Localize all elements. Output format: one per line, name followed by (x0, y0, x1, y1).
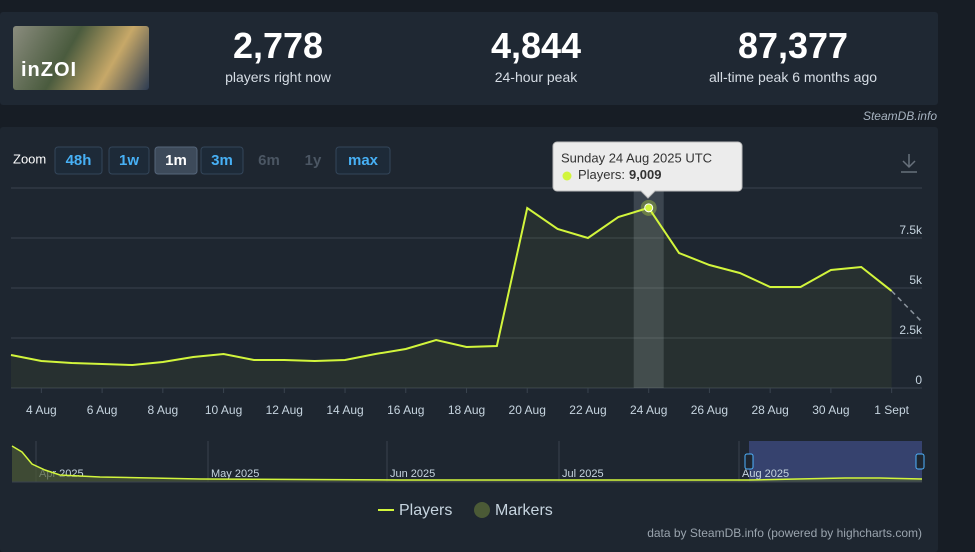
x-tick-label: 8 Aug (147, 403, 178, 417)
zoom-button-label[interactable]: 1m (165, 152, 187, 169)
download-icon[interactable] (901, 154, 917, 173)
credit: data by SteamDB.info (powered by highcha… (647, 526, 922, 540)
source-link[interactable]: SteamDB.info (862, 109, 937, 123)
zoom-button-label: 6m (258, 152, 280, 169)
zoom-button[interactable] (54, 146, 103, 175)
x-tick-label: 12 Aug (266, 403, 303, 417)
zoom-button-label: 1y (305, 152, 322, 169)
stat-label: 24-hour peak (494, 69, 578, 85)
navigator-handle[interactable] (744, 453, 754, 470)
x-tick-label: 14 Aug (326, 403, 363, 417)
x-tick-label: 16 Aug (387, 403, 424, 417)
navigator-label: Aug 2025 (742, 468, 789, 480)
stat: 87,377 all-time peak 6 months ago (673, 25, 913, 86)
legend-label[interactable]: Players (399, 502, 452, 519)
navigator-label: May 2025 (211, 468, 259, 480)
tooltip-value: 9,009 (629, 167, 662, 182)
stat-value: 87,377 (737, 25, 849, 66)
hover-point (644, 203, 654, 213)
stat-value: 4,844 (490, 25, 582, 66)
x-tick-label: 4 Aug (26, 403, 57, 417)
zoom-button[interactable] (335, 146, 391, 175)
y-tick-label: 7.5k (899, 223, 923, 237)
stat: 4,844 24-hour peak (416, 25, 656, 86)
x-tick-label: 28 Aug (751, 403, 788, 417)
stat: 2,778 players right now (158, 25, 398, 86)
x-tick-label: 20 Aug (509, 403, 546, 417)
line (10, 206, 893, 367)
x-tick-label: 24 Aug (630, 403, 667, 417)
tooltip-box (552, 141, 743, 199)
game-image: inZOI (13, 26, 149, 90)
area (11, 207, 892, 388)
stat-label: all-time peak 6 months ago (708, 69, 878, 85)
tooltip-swatch (562, 171, 572, 181)
x-tick-label: 6 Aug (87, 403, 118, 417)
zoom-button[interactable] (108, 146, 150, 175)
legend-label[interactable]: Markers (495, 502, 553, 519)
navigator-label: Jul 2025 (562, 468, 604, 480)
y-tick-label: 2.5k (899, 323, 923, 337)
tooltip-series: Players: 9,009 (578, 167, 662, 182)
x-tick-label: 18 Aug (448, 403, 485, 417)
navigator-line (11, 445, 923, 481)
stat-label: players right now (225, 69, 331, 85)
y-tick-label: 0 (915, 373, 922, 387)
line-incomplete (891, 290, 923, 323)
stats-panel: inZOI 2,778 players right now 4,844 24-hou… (0, 12, 938, 105)
x-tick-label: 10 Aug (205, 403, 242, 417)
navigator-selection[interactable] (749, 441, 922, 482)
x-tick-label: 30 Aug (812, 403, 849, 417)
zoom-button-label[interactable]: 48h (66, 152, 92, 169)
x-tick-label: 22 Aug (569, 403, 606, 417)
y-tick-label: 5k (909, 273, 923, 287)
zoom-button[interactable] (154, 146, 198, 175)
stat-value: 2,778 (232, 25, 324, 66)
tooltip-date: Sunday 24 Aug 2025 UTC (561, 150, 712, 165)
zoom-button-label[interactable]: max (348, 152, 379, 169)
x-tick-label: 1 Sept (874, 403, 909, 417)
zoom-label: Zoom (13, 151, 46, 166)
legend-marker (474, 502, 490, 518)
zoom-button[interactable] (200, 146, 244, 175)
tooltip-label: Players: (578, 167, 625, 182)
x-tick-label: 26 Aug (691, 403, 728, 417)
zoom-button-label[interactable]: 3m (211, 152, 233, 169)
navigator-label: Jun 2025 (390, 468, 435, 480)
game-logo: inZOI (21, 59, 78, 81)
zoom-button-label[interactable]: 1w (119, 152, 139, 169)
navigator-handle[interactable] (915, 453, 925, 470)
